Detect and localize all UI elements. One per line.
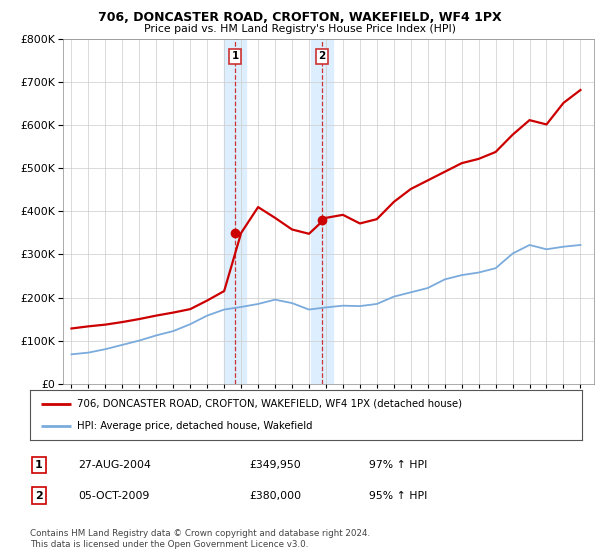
Text: 706, DONCASTER ROAD, CROFTON, WAKEFIELD, WF4 1PX (detached house): 706, DONCASTER ROAD, CROFTON, WAKEFIELD,… — [77, 399, 462, 409]
Text: 2: 2 — [318, 52, 326, 62]
Text: 97% ↑ HPI: 97% ↑ HPI — [369, 460, 427, 470]
Text: £349,950: £349,950 — [249, 460, 301, 470]
Bar — [311, 39, 333, 384]
Text: 1: 1 — [35, 460, 43, 470]
Bar — [224, 39, 246, 384]
Text: 27-AUG-2004: 27-AUG-2004 — [78, 460, 151, 470]
Text: 706, DONCASTER ROAD, CROFTON, WAKEFIELD, WF4 1PX: 706, DONCASTER ROAD, CROFTON, WAKEFIELD,… — [98, 11, 502, 24]
Text: 2: 2 — [35, 491, 43, 501]
Text: HPI: Average price, detached house, Wakefield: HPI: Average price, detached house, Wake… — [77, 421, 313, 431]
Text: £380,000: £380,000 — [249, 491, 301, 501]
Text: Price paid vs. HM Land Registry's House Price Index (HPI): Price paid vs. HM Land Registry's House … — [144, 24, 456, 34]
Text: 95% ↑ HPI: 95% ↑ HPI — [369, 491, 427, 501]
Text: Contains HM Land Registry data © Crown copyright and database right 2024.
This d: Contains HM Land Registry data © Crown c… — [30, 529, 370, 549]
Text: 1: 1 — [232, 52, 239, 62]
Text: 05-OCT-2009: 05-OCT-2009 — [78, 491, 149, 501]
